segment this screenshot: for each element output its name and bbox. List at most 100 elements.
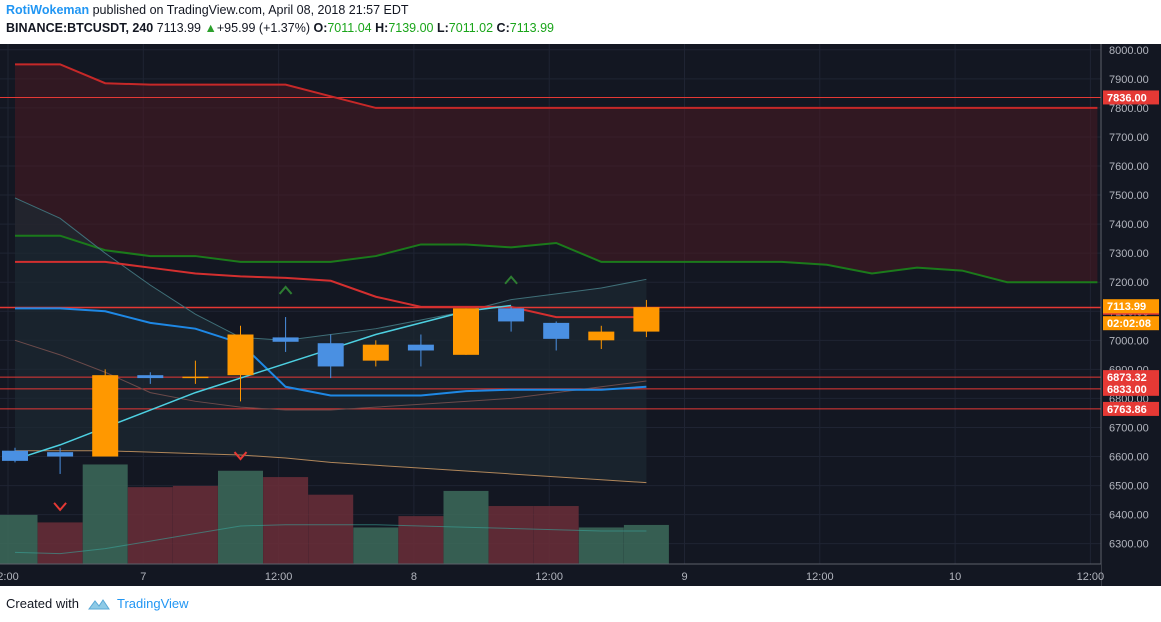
candle-body-12 <box>543 322 570 339</box>
low-value: 7011.02 <box>448 21 494 35</box>
x-tick-label-5: 9 <box>681 571 687 583</box>
close-value: 7113.99 <box>509 21 555 35</box>
x-tick-label-3: 8 <box>411 571 417 583</box>
y-tick-label-2: 7800.00 <box>1109 103 1149 115</box>
y-tick-label-0: 8000.00 <box>1109 45 1149 57</box>
y-tick-label-15: 6500.00 <box>1109 481 1149 493</box>
open-label: O: <box>313 21 328 35</box>
author-name[interactable]: RotiWokeman <box>6 3 90 17</box>
volume-bar-11 <box>488 506 534 564</box>
y-tick-label-7: 7300.00 <box>1109 248 1149 260</box>
volume-bar-3 <box>127 487 173 564</box>
volume-bar-8 <box>353 527 399 564</box>
level-label-4: 6763.86 <box>1107 404 1147 416</box>
x-tick-label-6: 12:00 <box>806 571 834 583</box>
ichimoku-cloud <box>15 64 1098 283</box>
tradingview-link[interactable]: TradingView <box>116 596 189 611</box>
signal-marker-down-0 <box>53 502 67 512</box>
signal-marker-up-3 <box>504 275 518 285</box>
signal-marker-down-1 <box>233 451 248 461</box>
volume-bar-4 <box>172 485 218 564</box>
countdown-label: 02:02:08 <box>1107 318 1151 330</box>
volume-bar-0 <box>0 514 38 564</box>
level-label-2: 6873.32 <box>1107 372 1147 384</box>
level-label-3-bg <box>1103 381 1159 396</box>
candle-body-5 <box>227 334 254 376</box>
blue-conversion-line <box>15 307 647 397</box>
level-label-3: 6833.00 <box>1107 384 1147 396</box>
volume-bar-1 <box>37 522 83 564</box>
high-label: H: <box>375 21 389 35</box>
x-tick-label-8: 12:00 <box>1077 571 1105 583</box>
x-tick-label-0: 2:00 <box>0 571 19 583</box>
price-chart[interactable]: 8000.00 7900.00 7800.00 7700.00 7600.00 7500.… <box>0 44 1161 586</box>
last-price-label: 7113.99 <box>1107 301 1146 313</box>
countdown-label-bg <box>1103 316 1159 331</box>
y-tick-label-16: 6400.00 <box>1109 510 1149 522</box>
close-label: C: <box>496 21 510 35</box>
candle-body-7 <box>317 343 344 367</box>
time-axis-panel <box>0 564 1101 586</box>
volume-bar-9 <box>398 516 444 564</box>
level-label-4-bg <box>1103 401 1159 416</box>
candle-body-3 <box>137 375 164 379</box>
publish-info: RotiWokeman published on TradingView.com… <box>6 3 409 17</box>
candle-body-13 <box>588 331 615 341</box>
chart-area[interactable]: 8000.00 7900.00 7800.00 7700.00 7600.00 7500.… <box>0 44 1161 586</box>
level-label-0: 7836.00 <box>1107 92 1147 104</box>
y-tick-label-4: 7600.00 <box>1109 161 1149 173</box>
volume-bar-5 <box>218 470 263 564</box>
candle-body-14 <box>633 307 660 332</box>
last-price: 7113.99 <box>156 21 201 35</box>
published-text: published on TradingView.com, April 08, … <box>92 3 409 17</box>
level-label-0-bg <box>1103 90 1159 105</box>
footer: Created with TradingView <box>6 596 189 611</box>
y-tick-label-13: 6700.00 <box>1109 422 1149 434</box>
tradingview-logo-icon[interactable] <box>87 597 111 611</box>
y-tick-label-6: 7400.00 <box>1109 219 1149 231</box>
candle-body-11 <box>498 308 525 322</box>
y-tick-label-5: 7500.00 <box>1109 190 1149 202</box>
candle-body-0 <box>2 450 28 461</box>
candle-body-9 <box>407 344 434 351</box>
y-tick-label-17: 6300.00 <box>1109 539 1149 551</box>
volume-bar-6 <box>263 477 309 564</box>
last-price-label-bg <box>1103 299 1159 314</box>
volume-bar-7 <box>308 494 354 564</box>
y-tick-label-8: 7200.00 <box>1109 277 1149 289</box>
level-label-2-bg <box>1103 370 1159 385</box>
y-tick-label-10: 7000.00 <box>1109 335 1149 347</box>
candle-body-6 <box>272 337 299 342</box>
green-span-line <box>15 234 1098 284</box>
candle-body-8 <box>362 344 389 361</box>
x-tick-label-1: 7 <box>140 571 146 583</box>
volume-bar-12 <box>533 506 579 564</box>
x-tick-label-7: 10 <box>949 571 961 583</box>
high-value: 7139.00 <box>388 21 434 35</box>
ichimoku-top-line <box>15 63 1098 109</box>
created-with-text: Created with <box>6 596 79 611</box>
thin-lower-line <box>14 339 647 411</box>
volume-bar-13 <box>578 527 624 564</box>
candle-body-4 <box>182 376 209 379</box>
red-base-line <box>15 260 647 319</box>
price-axis-panel <box>1101 44 1161 586</box>
x-tick-label-4: 12:00 <box>535 571 563 583</box>
symbol-info: BINANCE:BTCUSDT, 240 7113.99 ▲+95.99 (+1… <box>6 21 554 35</box>
open-value: 7011.04 <box>327 21 372 35</box>
low-label: L: <box>436 21 449 35</box>
volume-bar-2 <box>82 464 128 564</box>
brown-line <box>15 450 647 484</box>
candle-body-1 <box>47 452 74 457</box>
price-change: +95.99 (+1.37%) <box>216 21 310 35</box>
candle-body-2 <box>92 375 119 457</box>
change-up-icon: ▲ <box>204 21 217 35</box>
y-tick-label-1: 7900.00 <box>1109 74 1149 86</box>
y-tick-label-14: 6600.00 <box>1109 452 1149 464</box>
candle-body-10 <box>453 308 479 355</box>
volume-ma-line <box>14 524 647 555</box>
symbol-label: BINANCE:BTCUSDT, 240 <box>6 21 154 35</box>
x-tick-label-2: 12:00 <box>265 571 293 583</box>
y-tick-label-3: 7700.00 <box>1109 132 1149 144</box>
signal-marker-up-2 <box>278 285 293 295</box>
